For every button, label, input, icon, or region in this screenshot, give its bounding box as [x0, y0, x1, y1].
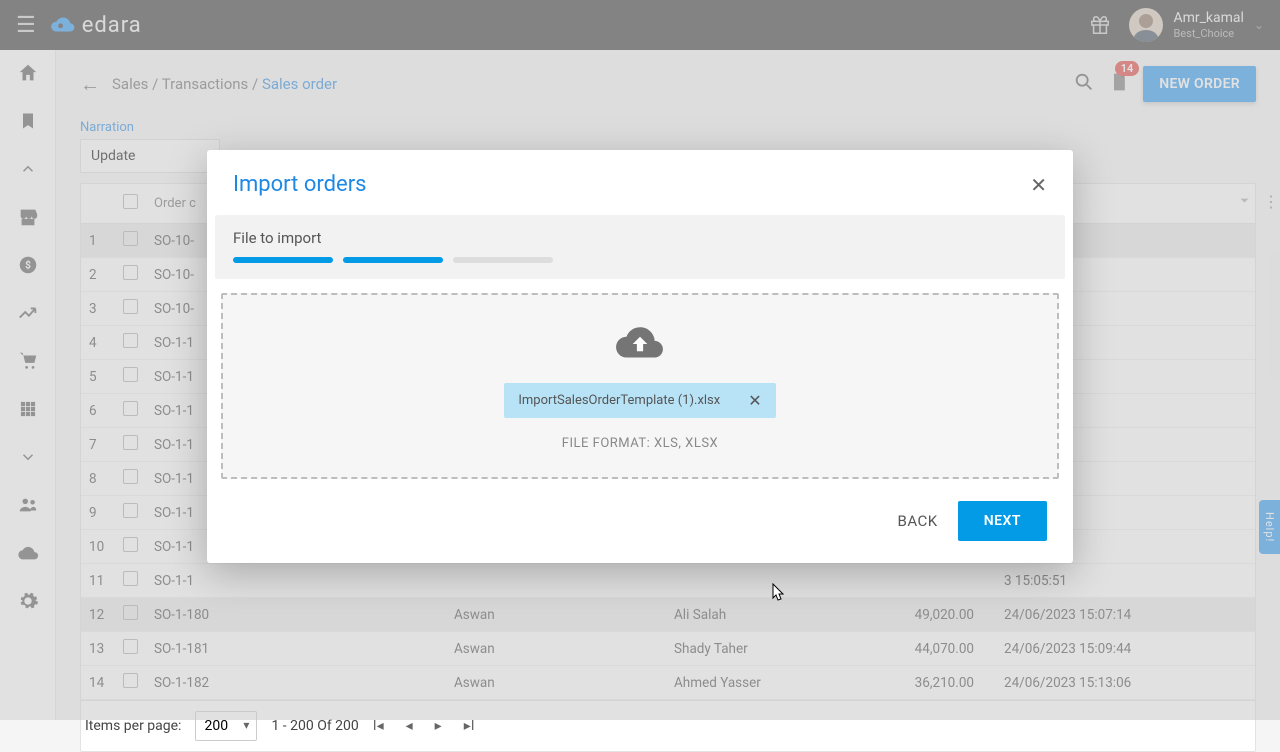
file-drop-area[interactable]: ImportSalesOrderTemplate (1).xlsx ✕ FILE…: [221, 293, 1059, 479]
file-name: ImportSalesOrderTemplate (1).xlsx: [518, 393, 720, 408]
next-button[interactable]: NEXT: [958, 501, 1047, 541]
remove-file-icon[interactable]: ✕: [748, 391, 761, 410]
first-page-icon[interactable]: I◂: [373, 718, 384, 734]
step-indicator: File to import: [215, 215, 1065, 279]
last-page-icon[interactable]: ▸I: [464, 718, 475, 734]
items-per-page-label: Items per page:: [85, 718, 181, 734]
page-range: 1 - 200 Of 200: [271, 718, 358, 734]
prev-page-icon[interactable]: ◂: [406, 718, 413, 734]
cloud-upload-icon: [615, 325, 665, 363]
progress-segment: [453, 257, 553, 263]
modal-title: Import orders: [233, 172, 367, 197]
next-page-icon[interactable]: ▸: [435, 718, 442, 734]
import-modal: Import orders ✕ File to import ImportSal…: [207, 150, 1073, 563]
step-label: File to import: [233, 229, 1047, 247]
back-button[interactable]: BACK: [897, 512, 937, 530]
modal-overlay: Import orders ✕ File to import ImportSal…: [0, 0, 1280, 720]
file-format-hint: FILE FORMAT: XLS, XLSX: [562, 436, 718, 451]
file-chip: ImportSalesOrderTemplate (1).xlsx ✕: [504, 383, 775, 418]
progress-segment: [233, 257, 333, 263]
progress-segment: [343, 257, 443, 263]
close-icon[interactable]: ✕: [1030, 173, 1047, 197]
